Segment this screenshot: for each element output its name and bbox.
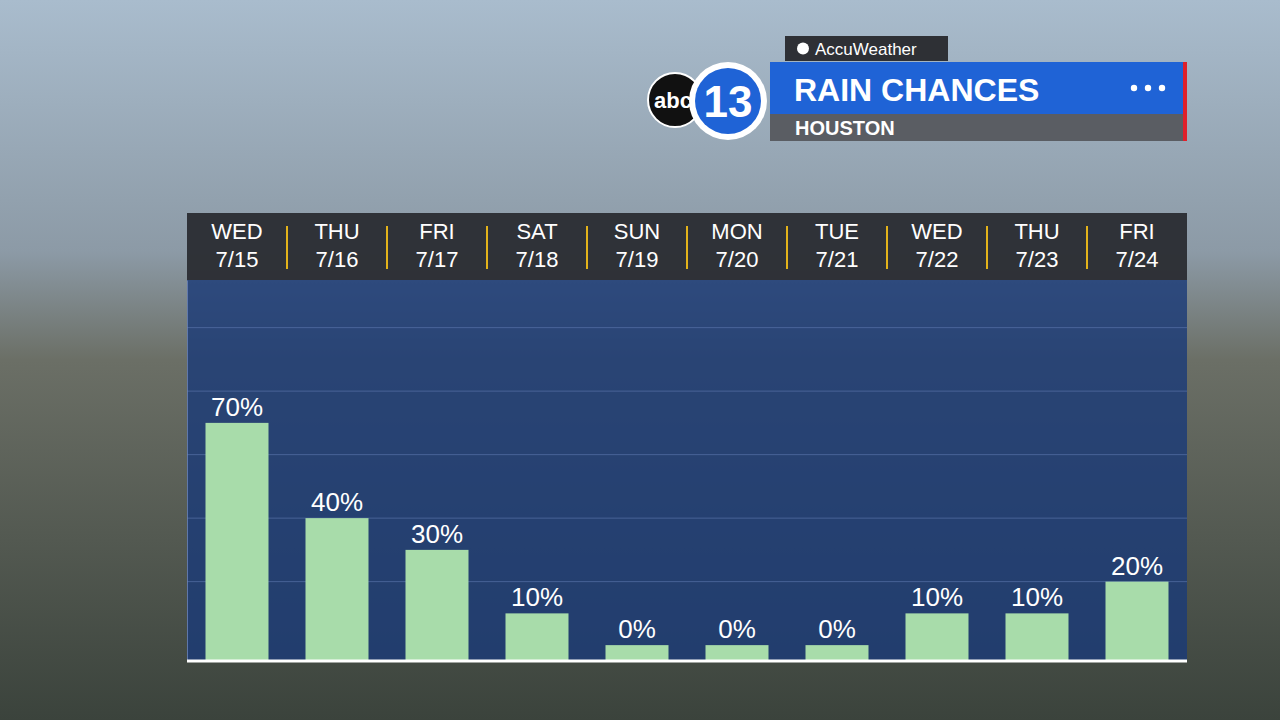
x-tick: SUN 7/19 xyxy=(614,213,660,272)
bar xyxy=(406,550,469,661)
x-tick-label-line: 7/22 xyxy=(916,247,959,272)
bar xyxy=(306,518,369,661)
separator xyxy=(486,226,488,269)
x-tick: WED 7/22 xyxy=(911,213,962,272)
y-axis xyxy=(187,281,189,662)
x-tick-label-line: THU xyxy=(314,219,359,244)
source-icon xyxy=(797,43,809,55)
x-tick-label-line: SAT xyxy=(516,219,557,244)
x-tick-label: THU 7/23 xyxy=(1014,219,1059,272)
data-labels: 70% 40% 30% 10% 0% 0% 0% 10% 10% 20% xyxy=(211,392,1163,644)
x-tick-label: TUE 7/21 xyxy=(815,219,859,272)
x-tick-label-line: WED xyxy=(211,219,262,244)
x-axis: WED 7/15 THU 7/16 FRI 7/17 SAT 7/18 SUN 7/19 MON 7/… xyxy=(211,213,1158,272)
bar xyxy=(206,423,269,661)
x-tick-label-line: WED xyxy=(911,219,962,244)
x-tick-label: FRI 7/24 xyxy=(1116,219,1159,272)
background xyxy=(0,0,1280,720)
data-label: 20% xyxy=(1111,551,1163,581)
x-tick-label: SAT 7/18 xyxy=(516,219,559,272)
bars xyxy=(206,423,1169,661)
x-tick-label-line: 7/16 xyxy=(316,247,359,272)
source-text: AccuWeather xyxy=(815,40,917,59)
baseline xyxy=(187,660,1187,663)
x-tick-label-line: FRI xyxy=(1119,219,1154,244)
source-tag xyxy=(785,36,948,61)
title-accent xyxy=(1183,62,1187,141)
grid-line xyxy=(187,454,1187,455)
title-box xyxy=(770,62,1185,114)
menu-dot xyxy=(1131,85,1137,91)
x-tick: SAT 7/18 xyxy=(516,213,559,272)
x-tick-label-line: 7/23 xyxy=(1016,247,1059,272)
logo-13-circle xyxy=(695,68,761,134)
x-tick: MON 7/20 xyxy=(711,213,762,272)
bar xyxy=(906,613,969,661)
subtitle-box xyxy=(770,114,1185,141)
bar xyxy=(1006,613,1069,661)
header: AccuWeather RAIN CHANCES HOUSTON abc 13 xyxy=(648,36,1187,141)
subtitle: HOUSTON xyxy=(795,117,895,139)
x-tick-label: WED 7/15 xyxy=(211,219,262,272)
data-label: 0% xyxy=(818,614,856,644)
x-tick: THU 7/16 xyxy=(314,213,359,272)
x-tick-label: WED 7/22 xyxy=(911,219,962,272)
grid-line xyxy=(187,327,1187,328)
separators xyxy=(287,226,1087,269)
logo-13: 13 xyxy=(704,77,753,126)
bar xyxy=(1106,582,1169,661)
separator xyxy=(1086,226,1088,269)
bar xyxy=(506,613,569,661)
x-tick-label: THU 7/16 xyxy=(314,219,359,272)
separator xyxy=(986,226,988,269)
data-label: 30% xyxy=(411,519,463,549)
x-tick-label-line: 7/20 xyxy=(716,247,759,272)
data-label: 10% xyxy=(911,582,963,612)
separator xyxy=(586,226,588,269)
x-tick: TUE 7/21 xyxy=(815,213,859,272)
menu-dot xyxy=(1145,85,1151,91)
x-tick-label-line: 7/18 xyxy=(516,247,559,272)
x-tick-label-line: 7/24 xyxy=(1116,247,1159,272)
x-tick: THU 7/23 xyxy=(1014,213,1059,272)
category-header xyxy=(187,213,1187,280)
data-label: 70% xyxy=(211,392,263,422)
chart-root: 70% 40% 30% 10% 0% 0% 0% 10% 10% 20% WED 7/15 THU 7/1… xyxy=(0,0,1280,720)
bar xyxy=(706,645,769,661)
x-tick-label-line: SUN xyxy=(614,219,660,244)
x-tick-label-line: THU xyxy=(1014,219,1059,244)
x-tick: WED 7/15 xyxy=(211,213,262,272)
x-tick-label: FRI 7/17 xyxy=(416,219,459,272)
data-label: 40% xyxy=(311,487,363,517)
bar xyxy=(806,645,869,661)
bar xyxy=(606,645,669,661)
x-tick-label-line: TUE xyxy=(815,219,859,244)
x-tick: FRI 7/24 xyxy=(1116,213,1159,272)
separator xyxy=(286,226,288,269)
x-tick-label-line: MON xyxy=(711,219,762,244)
grid-line xyxy=(187,391,1187,392)
x-tick-label: SUN 7/19 xyxy=(614,219,660,272)
data-label: 10% xyxy=(1011,582,1063,612)
x-tick: FRI 7/17 xyxy=(416,213,459,272)
separator xyxy=(386,226,388,269)
x-tick-label-line: 7/21 xyxy=(816,247,859,272)
plot-area xyxy=(187,280,1187,661)
data-label: 0% xyxy=(718,614,756,644)
x-tick-label-line: 7/19 xyxy=(616,247,659,272)
data-label: 0% xyxy=(618,614,656,644)
separator xyxy=(786,226,788,269)
data-label: 10% xyxy=(511,582,563,612)
x-tick-label: MON 7/20 xyxy=(711,219,762,272)
y-axis-line xyxy=(187,281,188,662)
x-tick-label-line: 7/15 xyxy=(216,247,259,272)
title: RAIN CHANCES xyxy=(794,72,1039,108)
menu-dot xyxy=(1159,85,1165,91)
separator xyxy=(886,226,888,269)
logo-13-ring xyxy=(689,62,767,140)
x-tick-label-line: FRI xyxy=(419,219,454,244)
x-tick-label-line: 7/17 xyxy=(416,247,459,272)
separator xyxy=(686,226,688,269)
logo-abc: abc xyxy=(654,88,692,113)
